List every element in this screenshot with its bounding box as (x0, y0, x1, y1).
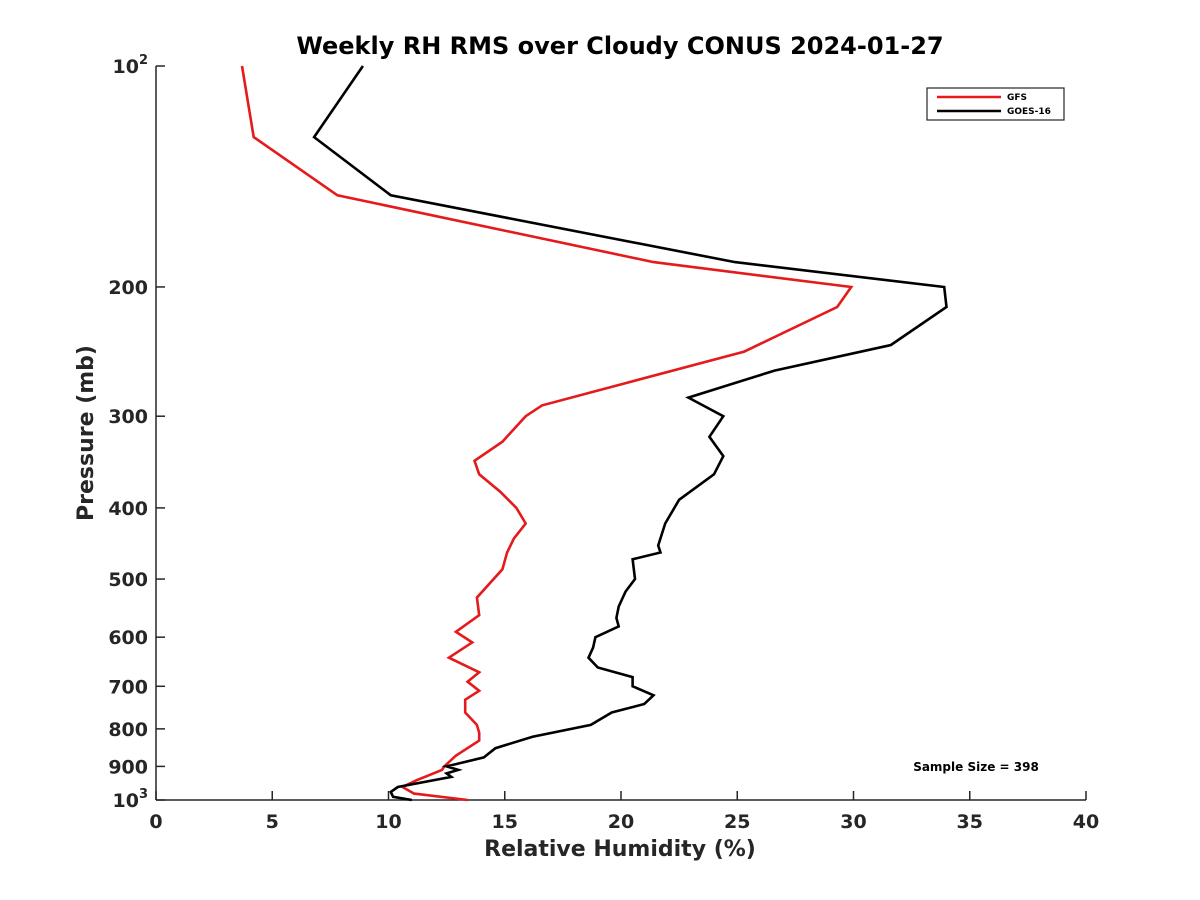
y-tick-label: 500 (108, 569, 148, 591)
y-tick-label: 700 (108, 676, 148, 698)
y-tick-label: 200 (108, 277, 148, 299)
y-tick-label: 102 (113, 53, 149, 78)
y-tick-label: 400 (108, 498, 148, 520)
chart-title: Weekly RH RMS over Cloudy CONUS 2024-01-… (296, 32, 943, 60)
x-tick-label: 0 (149, 811, 162, 833)
plot-area: 0 5 10 15 20 25 30 35 40 102 200 300 400 500 600 700 800… (108, 53, 1099, 833)
legend-label: GFS (1007, 93, 1027, 103)
x-tick-label: 35 (957, 811, 983, 833)
x-tick-label: 25 (724, 811, 750, 833)
x-tick-label: 15 (492, 811, 518, 833)
y-tick-label: 300 (108, 406, 148, 428)
y-tick-label: 600 (108, 627, 148, 649)
series-line-gfs (240, 65, 854, 802)
legend: GFS GOES-16 (926, 87, 1065, 121)
x-tick-label: 10 (375, 811, 401, 833)
y-tick-label: 800 (108, 719, 148, 741)
y-tick-label: 900 (108, 756, 148, 778)
x-tick-label: 5 (266, 811, 279, 833)
x-tick-label: 20 (608, 811, 634, 833)
legend-label: GOES-16 (1007, 107, 1051, 117)
x-tick-label: 30 (840, 811, 866, 833)
x-tick-label: 40 (1073, 811, 1099, 833)
legend-box (926, 87, 1065, 121)
x-axis-label: Relative Humidity (%) (484, 837, 756, 862)
y-axis-label: Pressure (mb) (74, 345, 99, 521)
y-tick-label: 103 (113, 787, 149, 812)
sample-size-annotation: Sample Size = 398 (913, 760, 1039, 774)
series-line-goes-16 (312, 65, 948, 802)
